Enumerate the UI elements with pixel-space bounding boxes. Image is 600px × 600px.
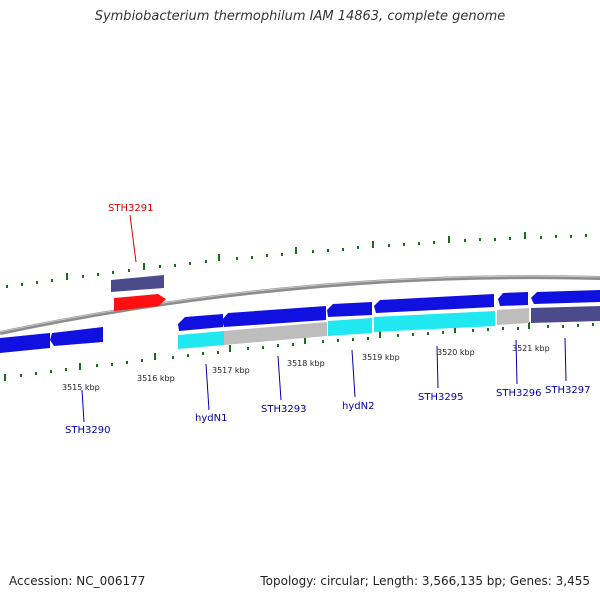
gene-label-sth3293[interactable]: STH3293	[261, 404, 306, 415]
gene-label-sth3297[interactable]: STH3297	[545, 385, 590, 396]
accession-text: Accession: NC_006177	[9, 574, 146, 588]
cyan-block-hydn1	[178, 331, 224, 349]
gene-arrow-sth3290[interactable]	[50, 327, 103, 346]
gene-arrow-red-sth3291[interactable]	[114, 294, 166, 311]
kbp-label: 3516 kbp	[137, 374, 175, 383]
gene-arrow-dark-sth3291[interactable]	[111, 275, 164, 292]
genome-backbone-highlight	[0, 275, 600, 333]
label-leader-lines	[81, 214, 567, 423]
topology-text: Topology: circular; Length: 3,566,135 bp…	[260, 574, 590, 588]
genome-backbone	[0, 275, 600, 335]
cyan-block-hydn2	[328, 318, 372, 336]
dark-block-sth3297	[531, 306, 600, 323]
kbp-label: 3520 kbp	[437, 348, 475, 357]
gene-arrow-sth3290-left[interactable]	[0, 333, 50, 353]
gene-arrow-sth3297[interactable]	[531, 290, 600, 304]
kbp-label: 3518 kbp	[287, 359, 325, 368]
gene-label-hydn1[interactable]: hydN1	[195, 413, 227, 424]
upper-tick-track	[6, 232, 587, 288]
gene-label-sth3291[interactable]: STH3291	[108, 203, 153, 214]
gene-label-sth3290[interactable]: STH3290	[65, 425, 110, 436]
gene-label-sth3295[interactable]: STH3295	[418, 392, 463, 403]
gene-arrow-sth3293[interactable]	[222, 306, 326, 327]
lower-tick-track	[4, 322, 594, 381]
gene-arrow-sth3295[interactable]	[374, 294, 494, 313]
gene-label-sth3296[interactable]: STH3296	[496, 388, 541, 399]
gene-arrow-sth3296[interactable]	[498, 292, 528, 306]
grey-block-sth3293	[224, 322, 327, 345]
map-title: Symbiobacterium thermophilum IAM 14863, …	[94, 9, 506, 24]
grey-block-sth3296	[497, 308, 529, 325]
gene-arrow-hydn2[interactable]	[327, 302, 372, 317]
gene-arrow-hydn1[interactable]	[178, 314, 223, 331]
kbp-label: 3519 kbp	[362, 353, 400, 362]
cyan-block-sth3295	[374, 311, 495, 332]
kbp-label: 3517 kbp	[212, 366, 250, 375]
gene-label-hydn2[interactable]: hydN2	[342, 401, 374, 412]
kbp-label: 3521 kbp	[512, 344, 550, 353]
kbp-label: 3515 kbp	[62, 383, 100, 392]
